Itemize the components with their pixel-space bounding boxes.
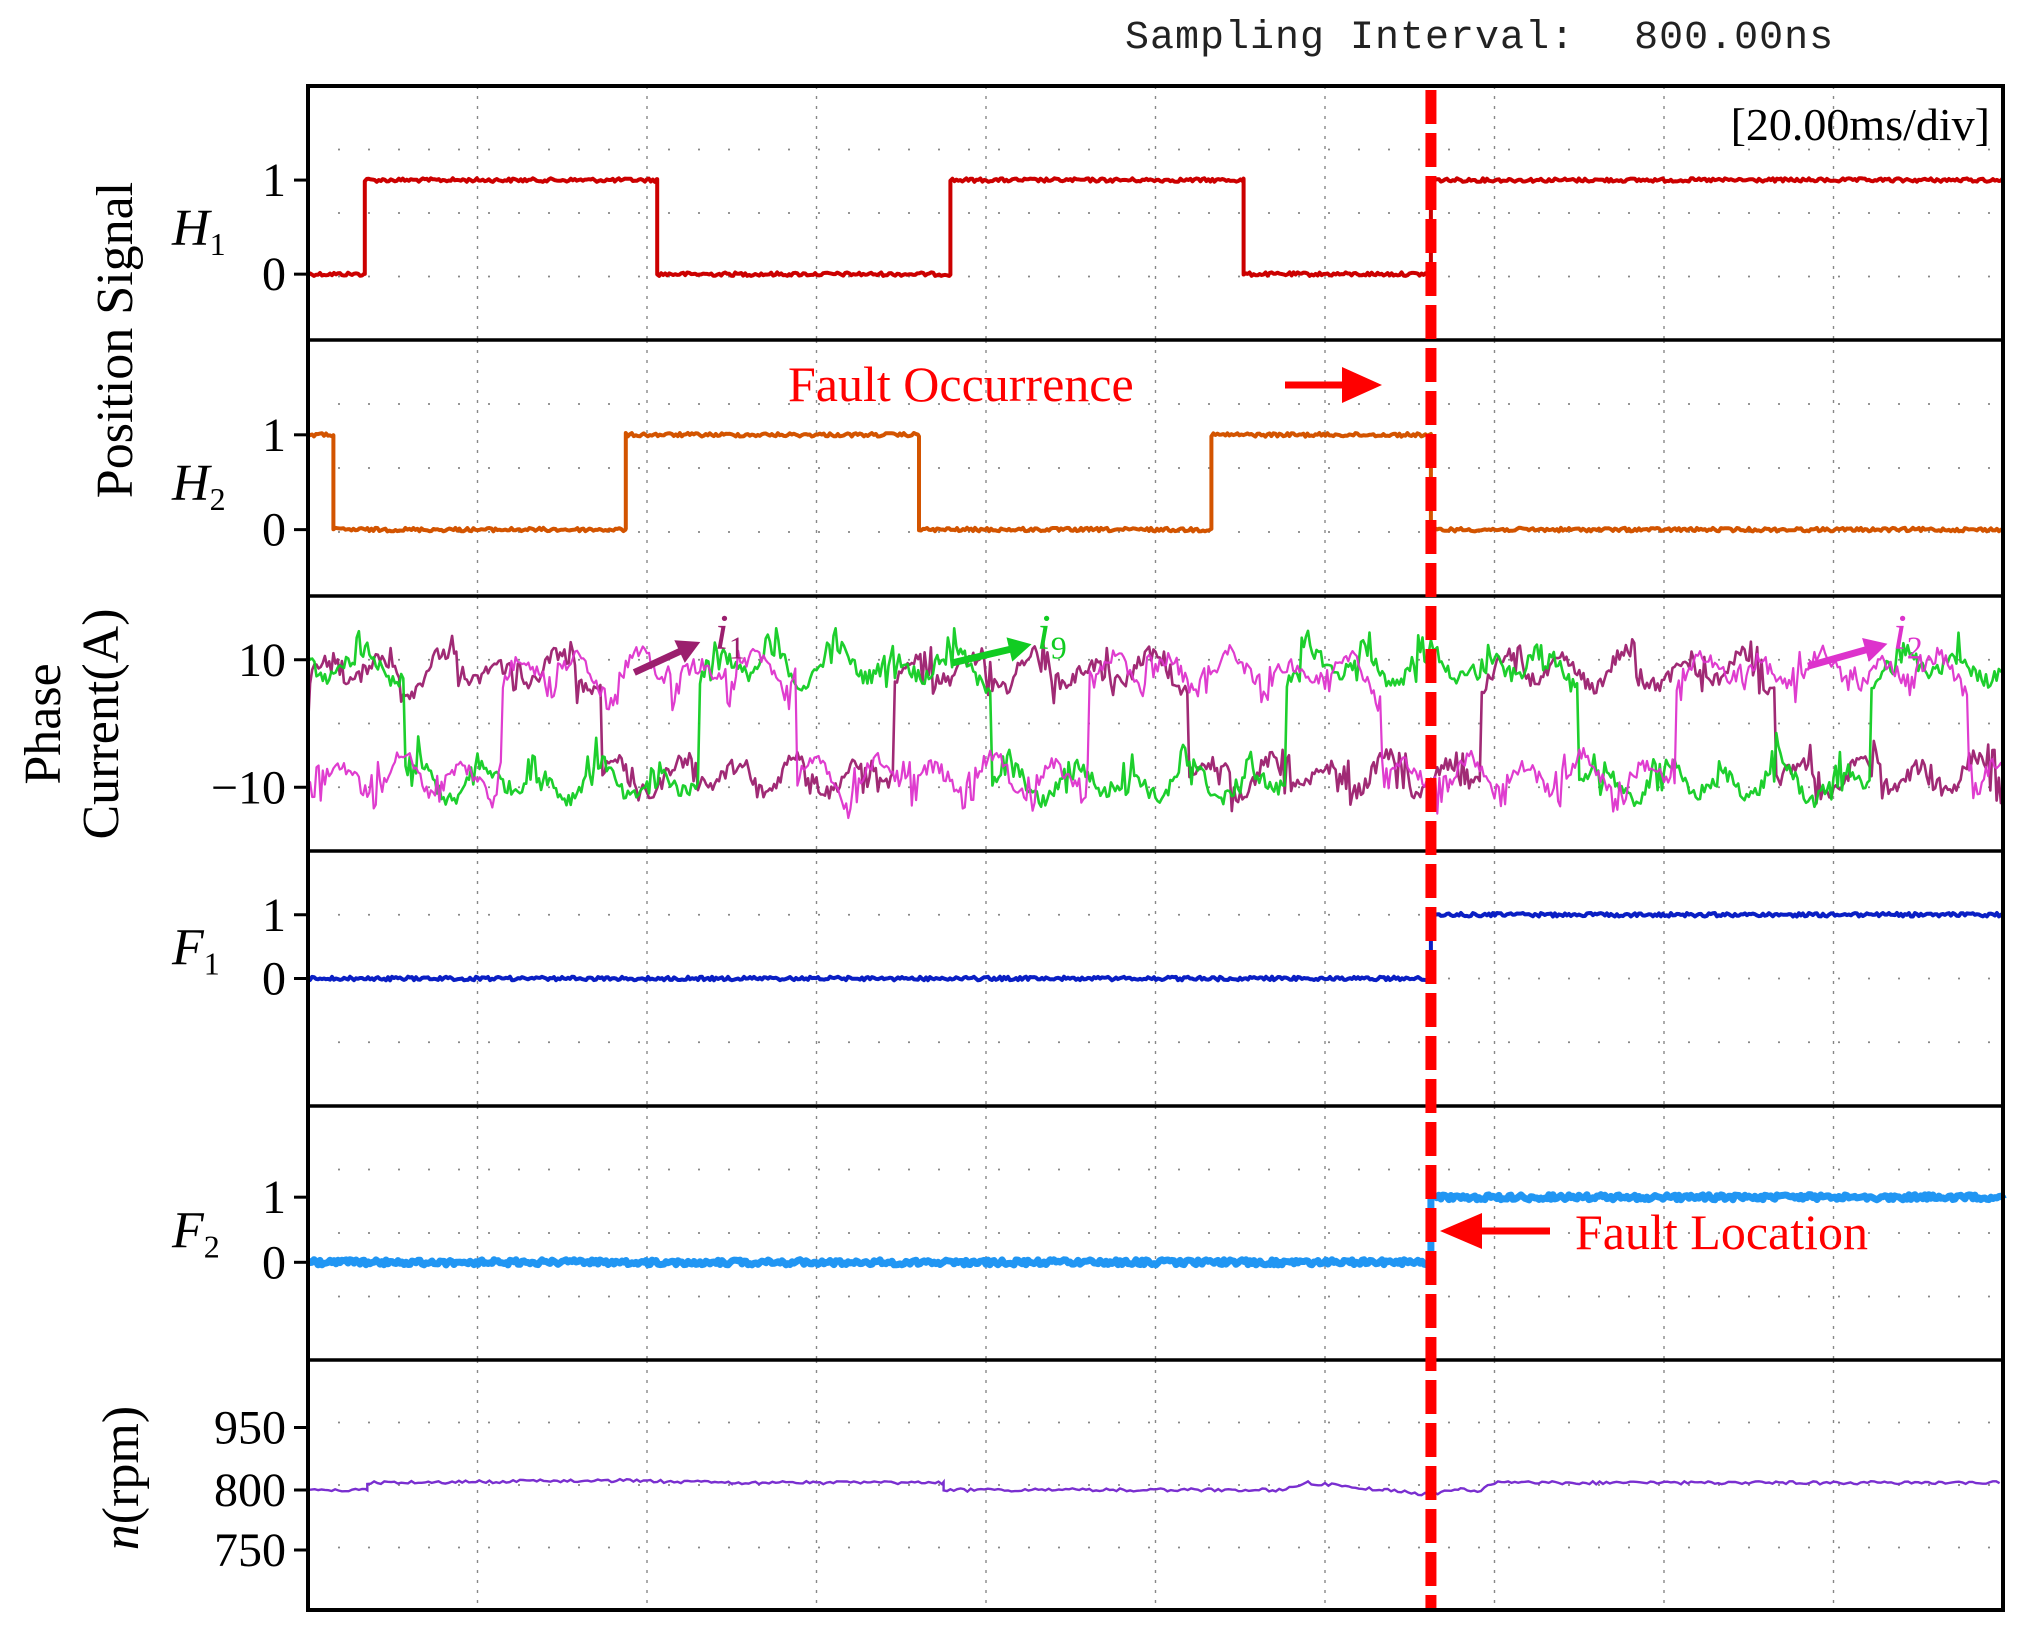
trace-i9: [306, 627, 2004, 809]
y-tick-label-H2: 0: [262, 504, 286, 557]
y-tick-label-H1: 0: [262, 248, 286, 301]
panel-label-sub: 2: [204, 1229, 220, 1265]
current-label-i2: i2: [1893, 603, 1923, 665]
y-tick-label-F2: 0: [262, 1236, 286, 1289]
group-label-speed-rest: (rpm): [93, 1406, 150, 1524]
sampling-interval-value: 800.00ns: [1634, 16, 1835, 61]
panel-label-sub: 2: [210, 481, 226, 517]
sampling-interval-text: Sampling Interval:: [1125, 16, 1576, 61]
y-tick-label-speed: 750: [214, 1524, 286, 1577]
group-label-position-signal: Position Signal: [87, 182, 144, 498]
group-label-phase-line2: Current(A): [73, 608, 130, 839]
trace-F1: [306, 911, 2005, 983]
current-arrowhead-2: [1862, 637, 1888, 662]
group-label-phase-line1: Phase: [15, 663, 72, 784]
current-arrow-9: [951, 643, 1021, 667]
current-arrowhead-9: [1006, 637, 1032, 662]
y-tick-label-phase_current: 10: [238, 634, 286, 687]
timebase-label: [20.00ms/div]: [1731, 99, 1990, 150]
fault-location-arrowhead: [1440, 1213, 1482, 1249]
trace-speed: [307, 1477, 2001, 1497]
panel-label-H2: H2: [171, 455, 226, 517]
y-tick-label-H2: 1: [262, 409, 286, 462]
y-tick-label-F2: 1: [262, 1171, 286, 1224]
y-tick-label-speed: 950: [214, 1402, 286, 1455]
fault-occurrence-arrowhead: [1342, 367, 1382, 403]
y-tick-label-H1: 1: [262, 154, 286, 207]
sampling-interval-label: Sampling Interval: 800.00ns: [1125, 16, 1834, 61]
current-arrow-2: [1807, 643, 1877, 670]
trace-H1: [306, 176, 2005, 278]
fault-occurrence-label: Fault Occurrence: [788, 356, 1134, 412]
group-label-speed: n(rpm): [93, 1406, 150, 1550]
current-label-sub: 1: [729, 629, 745, 665]
group-label-phase-current: PhaseCurrent(A): [15, 608, 130, 839]
trace-i1: [306, 634, 2005, 813]
panel-label-sub: 1: [204, 946, 220, 982]
current-label-i9: i9: [1037, 603, 1067, 665]
current-label-sub: 9: [1051, 629, 1067, 665]
current-label-sub: 2: [1907, 629, 1923, 665]
trace-F2: [305, 1191, 2007, 1269]
panel-label-sub: 1: [210, 226, 226, 262]
group-label-speed-n: n: [93, 1524, 150, 1550]
grid-lines: [308, 86, 2003, 1610]
current-arrowhead-1: [674, 640, 701, 663]
panel-label-F2: F2: [171, 1203, 220, 1265]
current-label-i1: i1: [715, 603, 745, 665]
fault-location-label: Fault Location: [1575, 1204, 1868, 1260]
y-tick-label-phase_current: −10: [211, 761, 286, 814]
y-tick-label-speed: 800: [214, 1464, 286, 1517]
y-tick-label-F1: 1: [262, 889, 286, 942]
panel-label-F1: F1: [171, 920, 220, 982]
trace-i2: [307, 644, 2005, 820]
panel-label-H1: H1: [171, 200, 226, 262]
plot-frame: [306, 84, 2005, 1612]
trace-H2: [307, 431, 2005, 534]
y-tick-label-F1: 0: [262, 953, 286, 1006]
